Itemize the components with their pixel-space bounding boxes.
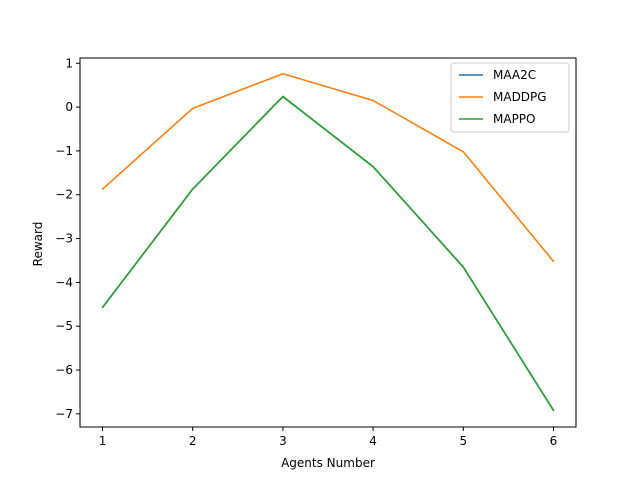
y-axis-label: Reward xyxy=(31,222,45,267)
data-point-mappo xyxy=(372,165,374,168)
data-point-mappo xyxy=(462,266,465,268)
y-tick-label: 0 xyxy=(65,100,73,114)
x-tick-label: 2 xyxy=(189,434,197,448)
series-line-mappo xyxy=(101,95,555,411)
data-point-maddpg xyxy=(372,99,374,102)
data-point-maddpg xyxy=(552,260,555,263)
data-point-maddpg xyxy=(101,188,104,190)
x-tick-label: 5 xyxy=(459,434,467,448)
plot-frame xyxy=(79,57,577,428)
y-tick-label: −3 xyxy=(55,232,73,246)
y-axis-ticks: 1 0 −1 −2 −3 −4 −5 −6 −7 xyxy=(55,56,80,421)
legend-label-maa2c: MAA2C xyxy=(493,68,536,82)
series-lines xyxy=(101,72,555,412)
x-tick-label: 6 xyxy=(550,434,558,448)
data-point-maddpg xyxy=(282,72,284,75)
series-line-maddpg xyxy=(102,72,555,262)
y-tick-label: −4 xyxy=(55,275,73,289)
data-point-maddpg xyxy=(191,107,194,110)
y-tick-label: −5 xyxy=(55,319,73,333)
y-tick-label: −2 xyxy=(55,188,73,202)
y-tick-label: −6 xyxy=(55,363,73,377)
y-tick-label: 1 xyxy=(65,56,73,70)
legend: MAA2C MADDPG MAPPO xyxy=(450,62,570,133)
legend-label-maddpg: MADDPG xyxy=(493,90,547,104)
series-line-maa2c xyxy=(101,95,555,411)
data-point-maddpg xyxy=(462,150,465,153)
x-tick-label: 4 xyxy=(369,434,377,448)
x-axis-label: Agents Number xyxy=(281,456,375,470)
y-tick-label: −1 xyxy=(55,144,73,158)
legend-label-mappo: MAPPO xyxy=(493,112,535,126)
data-point-mappo xyxy=(282,95,284,98)
x-tick-label: 3 xyxy=(279,434,287,448)
data-point-mappo xyxy=(191,188,194,190)
x-tick-label: 1 xyxy=(99,434,107,448)
data-point-mappo xyxy=(552,409,555,412)
y-tick-label: −7 xyxy=(55,407,73,421)
legend-box xyxy=(450,62,570,133)
plot-area xyxy=(79,57,577,428)
x-axis-ticks: 1 2 3 4 5 6 xyxy=(99,427,558,448)
data-point-mappo xyxy=(101,306,104,309)
